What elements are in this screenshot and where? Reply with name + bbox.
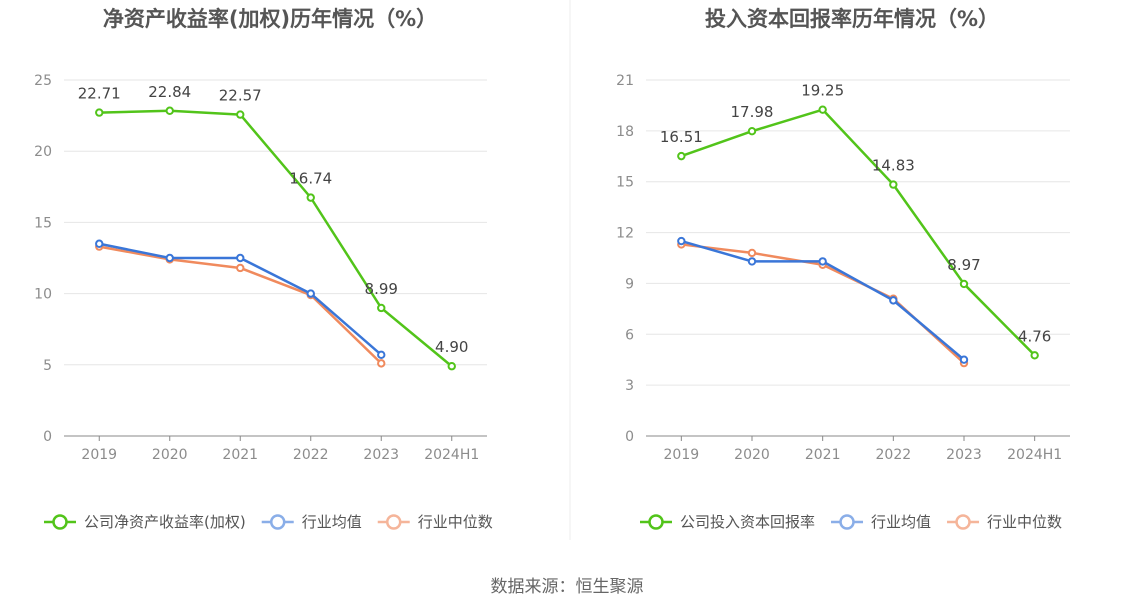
x-tick-label: 2020 [734, 447, 770, 463]
data-point [306, 193, 315, 202]
legend-marker [52, 514, 68, 530]
data-point [747, 248, 757, 258]
series-line-1 [99, 109, 453, 368]
data-point [236, 110, 245, 119]
data-label: 22.84 [148, 83, 191, 101]
data-label: 14.83 [872, 157, 915, 175]
x-tick-label: 2020 [152, 447, 188, 463]
y-tick-label: 6 [625, 327, 634, 343]
y-tick-label: 9 [625, 276, 634, 292]
x-tick-label: 2023 [946, 447, 982, 463]
data-point [236, 263, 245, 273]
y-tick-label: 3 [625, 378, 634, 394]
data-point [889, 180, 898, 189]
legend-item: 行业中位数 [947, 513, 1062, 531]
data-point [747, 126, 757, 136]
data-point [747, 257, 757, 266]
legend-marker [955, 514, 971, 530]
legend-label: 公司投入资本回报率 [680, 513, 815, 531]
data-point [818, 257, 827, 266]
x-tick-label: 2024H1 [424, 447, 479, 463]
data-point [889, 296, 898, 305]
y-tick-label: 20 [34, 144, 52, 160]
y-tick-label: 15 [616, 175, 634, 191]
x-tick-label: 2021 [222, 447, 258, 463]
y-tick-label: 18 [616, 124, 634, 140]
x-tick-label: 2021 [805, 447, 841, 463]
chart-title: 投入资本回报率历年情况（%） [705, 7, 999, 31]
y-tick-label: 0 [625, 429, 634, 445]
legend-label: 行业中位数 [418, 513, 493, 531]
data-label: 4.76 [1018, 327, 1051, 345]
data-point [377, 350, 386, 360]
y-tick-label: 12 [616, 226, 634, 242]
legend-label: 行业中位数 [987, 513, 1062, 531]
data-point [959, 355, 969, 364]
chart-panel-2: 投入资本回报率历年情况（%） 0 3 6 9 12 15 18 21 2019 2020 2021 20… [616, 7, 1070, 531]
data-label: 4.90 [435, 338, 468, 356]
data-label: 8.97 [947, 256, 980, 274]
data-label: 16.51 [660, 128, 703, 146]
data-label: 8.99 [365, 280, 398, 298]
data-label: 17.98 [731, 103, 774, 121]
chart-panel-1: 净资产收益率(加权)历年情况（%） 0 5 10 15 20 25 2019 2020 2021 2… [34, 7, 493, 531]
data-point [1030, 351, 1039, 360]
y-tick-label: 10 [34, 287, 52, 303]
data-point [818, 105, 827, 114]
legend-marker [269, 514, 286, 530]
data-label: 19.25 [801, 82, 844, 100]
y-tick-label: 0 [43, 429, 52, 445]
series-line-1 [680, 108, 1036, 357]
legend-item: 公司净资产收益率(加权) [44, 513, 246, 531]
x-tick-label: 2024H1 [1007, 447, 1062, 463]
x-tick-label: 2023 [363, 447, 399, 463]
data-point [95, 108, 104, 117]
y-tick-label: 5 [43, 358, 52, 374]
data-label: 16.74 [289, 170, 332, 188]
data-point [165, 253, 174, 263]
legend-item: 行业均值 [261, 513, 362, 531]
data-point [306, 289, 315, 298]
y-tick-label: 15 [34, 215, 52, 231]
source-text: 数据来源：恒生聚源 [491, 577, 644, 597]
y-tick-label: 25 [34, 73, 52, 89]
data-point [677, 236, 686, 246]
data-point [236, 253, 245, 263]
chart-title: 净资产收益率(加权)历年情况（%） [103, 7, 437, 31]
x-tick-label: 2022 [293, 447, 329, 463]
legend-label: 行业均值 [871, 513, 931, 531]
legend-marker [839, 514, 855, 530]
data-point [447, 362, 456, 371]
data-label: 22.71 [78, 85, 121, 103]
data-label: 22.57 [219, 87, 262, 105]
data-point [377, 303, 386, 313]
y-tick-label: 21 [616, 73, 634, 89]
x-tick-label: 2019 [664, 447, 700, 463]
x-tick-label: 2019 [81, 447, 117, 463]
data-point [959, 279, 969, 289]
legend-label: 行业均值 [302, 513, 362, 531]
data-point [95, 239, 104, 248]
legend-item: 行业均值 [831, 513, 931, 531]
data-point [677, 151, 686, 161]
legend-marker [648, 514, 664, 530]
x-tick-label: 2022 [876, 447, 912, 463]
legend-marker [385, 514, 402, 530]
data-point [377, 359, 386, 368]
legend-label: 公司净资产收益率(加权) [84, 513, 246, 531]
data-point [165, 106, 174, 115]
legend-item: 行业中位数 [377, 513, 493, 531]
legend-item: 公司投入资本回报率 [640, 513, 815, 531]
